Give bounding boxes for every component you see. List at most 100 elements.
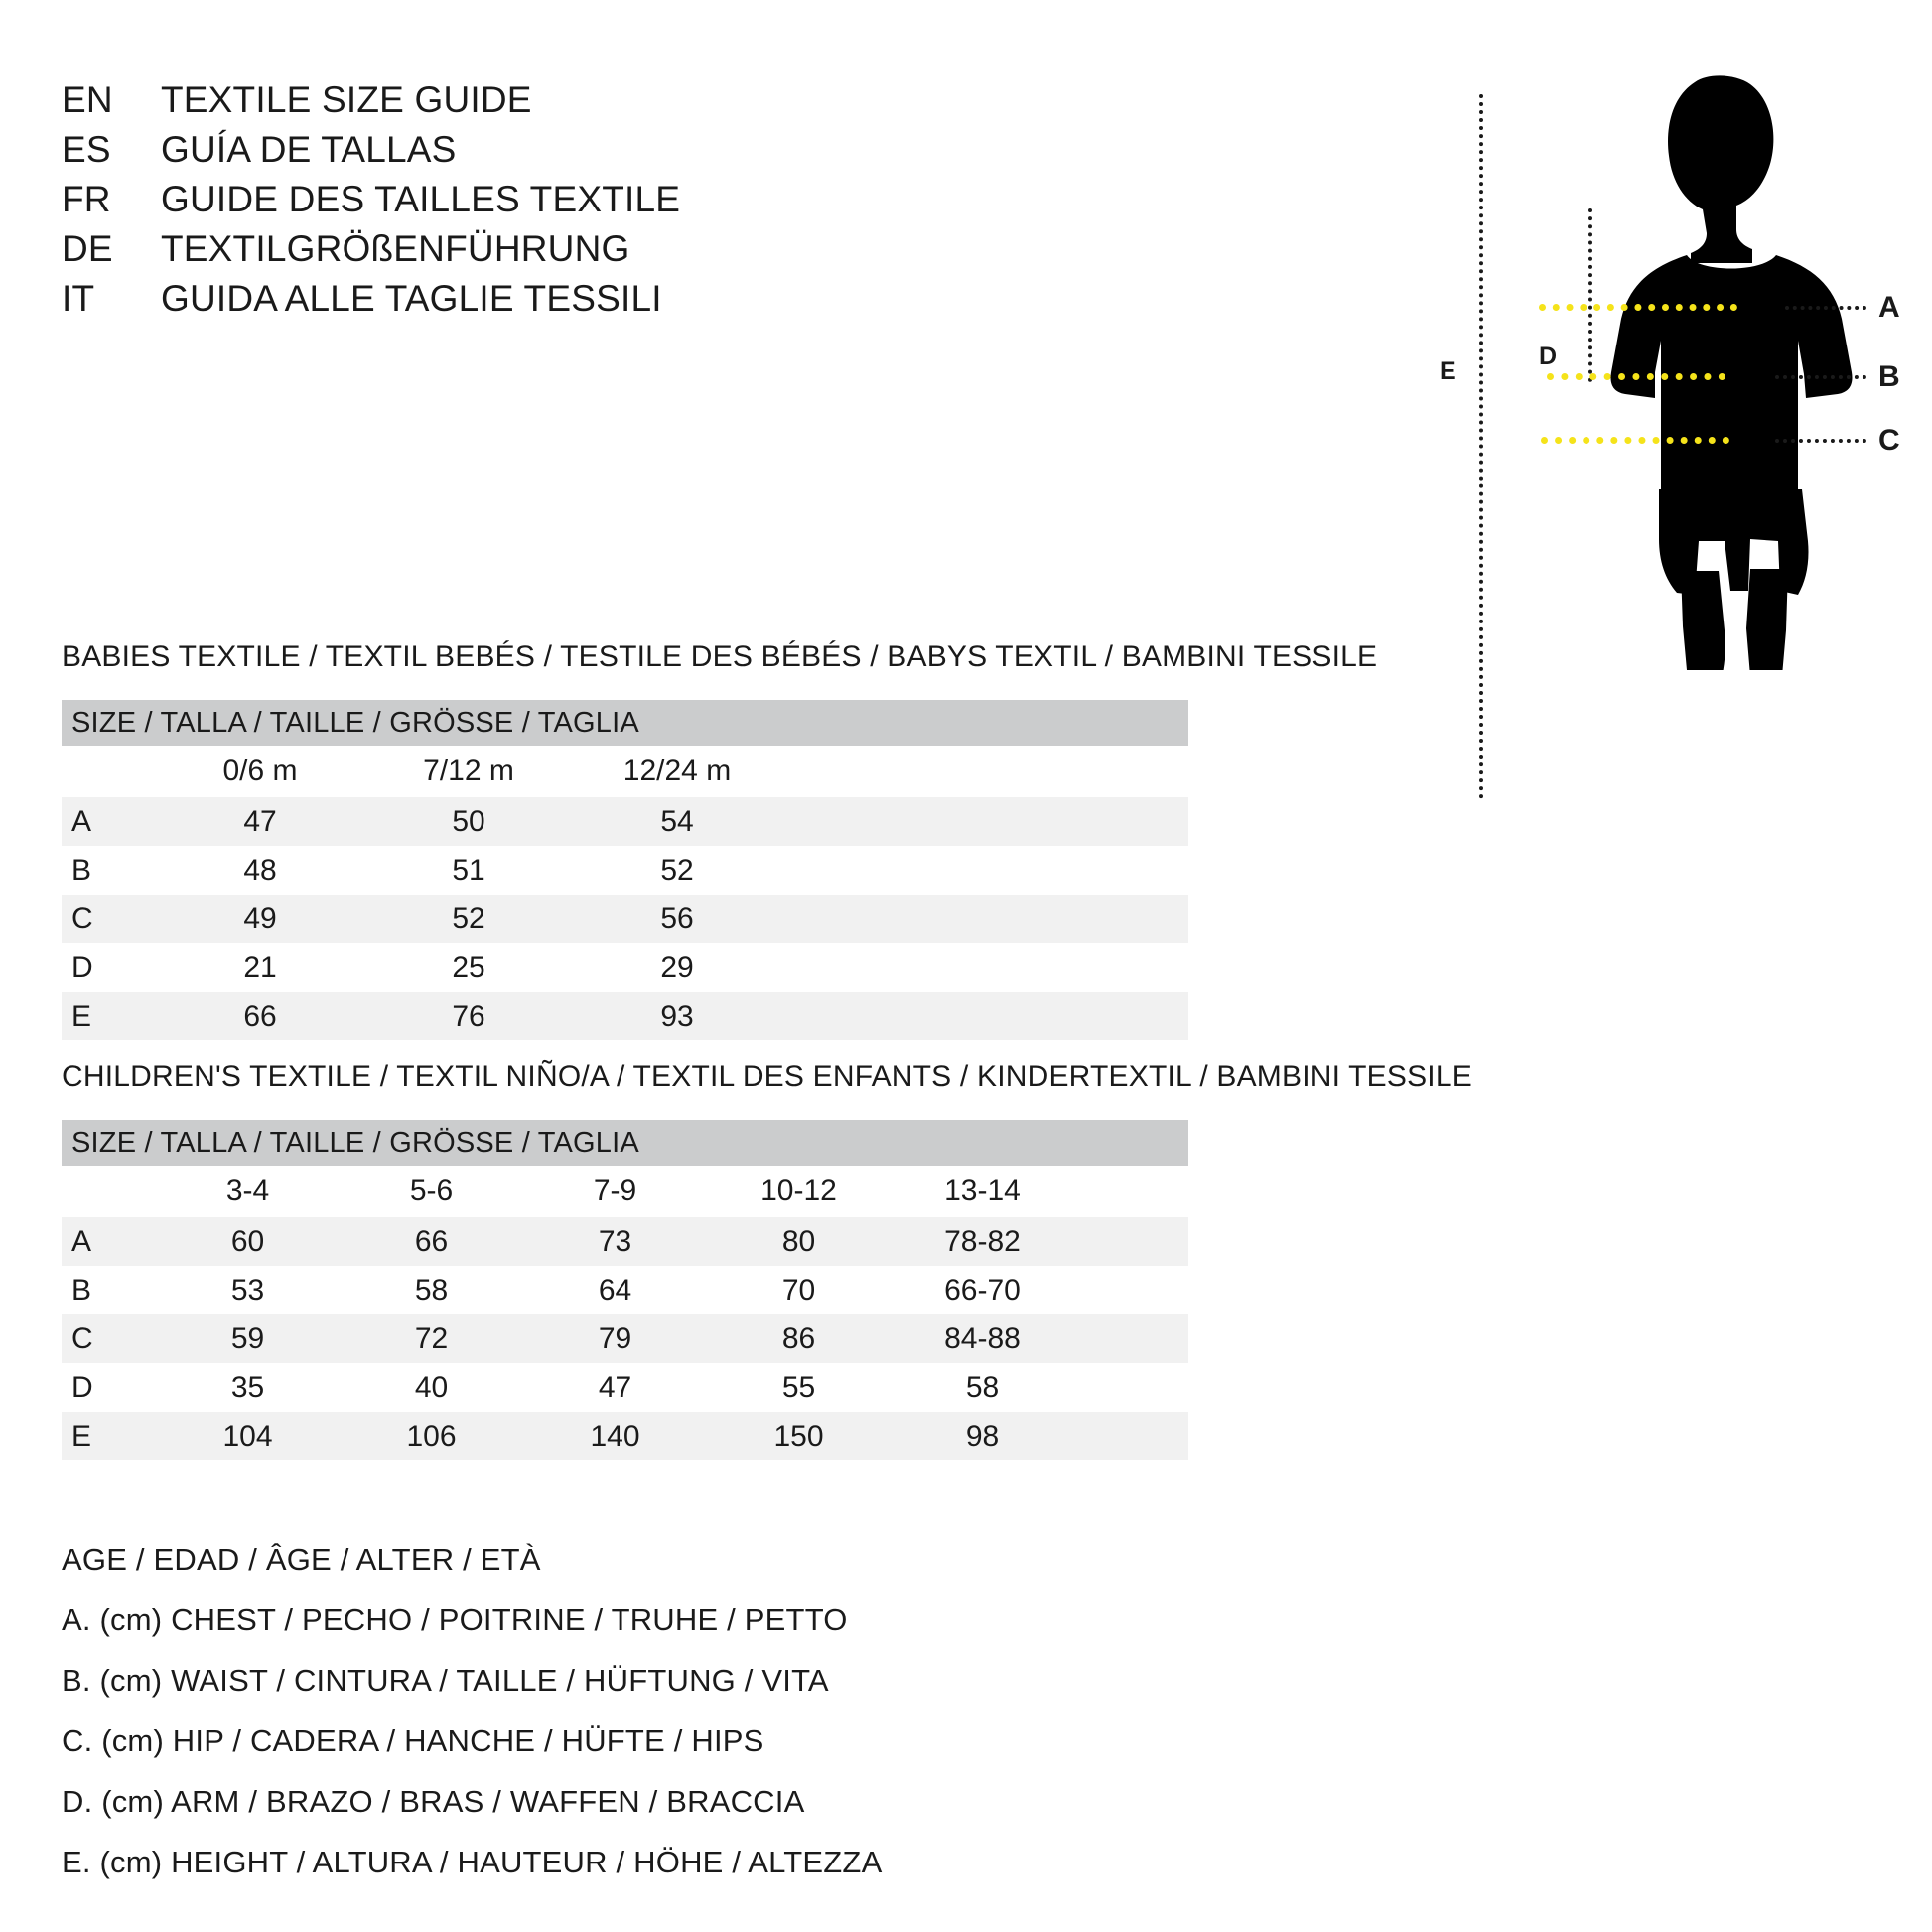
table-row: D 35 40 47 55 58 (62, 1363, 1188, 1412)
table-filler-cell (1074, 1217, 1188, 1266)
height-dotted-line-e (1479, 94, 1483, 799)
language-code: FR (62, 179, 111, 219)
row-label: A (62, 797, 156, 846)
table-cell: 80 (707, 1217, 891, 1266)
table-row: C 49 52 56 (62, 895, 1188, 943)
table-filler-cell (1074, 1412, 1188, 1460)
table-cell: 50 (364, 797, 573, 846)
row-label: E (62, 992, 156, 1040)
arm-dotted-line-d (1588, 208, 1592, 382)
legend-line: A. (cm) CHEST / PECHO / POITRINE / TRUHE… (62, 1602, 848, 1637)
table-cell: 54 (573, 797, 781, 846)
language-code: EN (62, 79, 113, 120)
table-cell: 35 (156, 1363, 340, 1412)
table-row: C 59 72 79 86 84-88 (62, 1314, 1188, 1363)
table-filler-cell (1074, 1363, 1188, 1412)
table-cell: 60 (156, 1217, 340, 1266)
hip-measure-line (1541, 437, 1729, 444)
row-label: D (62, 1363, 156, 1412)
measure-label-a: A (1878, 291, 1900, 324)
table-cell: 59 (156, 1314, 340, 1363)
babies-size-table: SIZE / TALLA / TAILLE / GRÖSSE / TAGLIA 0… (62, 700, 1188, 1040)
table-row: A 47 50 54 (62, 797, 1188, 846)
column-header: 5-6 (340, 1166, 523, 1217)
table-row: E 66 76 93 (62, 992, 1188, 1040)
row-label: A (62, 1217, 156, 1266)
guide-title-text: GUÍA DE TALLAS (161, 129, 457, 170)
row-label: C (62, 895, 156, 943)
waist-measure-line (1547, 373, 1725, 380)
hip-leader-line (1775, 439, 1866, 443)
table-cell: 72 (340, 1314, 523, 1363)
table-cell: 98 (891, 1412, 1074, 1460)
table-row: B 48 51 52 (62, 846, 1188, 895)
legend-line: E. (cm) HEIGHT / ALTURA / HAUTEUR / HÖHE… (62, 1845, 883, 1879)
table-column-header-row: 3-4 5-6 7-9 10-12 13-14 (62, 1166, 1188, 1217)
title-row-fr: FR GUIDE DES TAILLES TEXTILE (62, 179, 955, 228)
table-filler-cell (781, 746, 1188, 797)
measure-label-c: C (1878, 424, 1900, 457)
table-cell: 140 (523, 1412, 707, 1460)
column-header: 7/12 m (364, 746, 573, 797)
table-cell: 47 (156, 797, 364, 846)
row-label-corner (62, 1166, 156, 1217)
legend-line: AGE / EDAD / ÂGE / ALTER / ETÀ (62, 1542, 541, 1577)
guide-title-text: GUIDA ALLE TAGLIE TESSILI (161, 278, 662, 319)
table-filler-cell (781, 846, 1188, 895)
guide-title-text: TEXTILE SIZE GUIDE (161, 79, 532, 120)
children-size-table: SIZE / TALLA / TAILLE / GRÖSSE / TAGLIA 3… (62, 1120, 1188, 1460)
title-row-de: DE TEXTILGRÖßENFÜHRUNG (62, 228, 955, 278)
table-cell: 93 (573, 992, 781, 1040)
title-row-en: EN TEXTILE SIZE GUIDE (62, 79, 955, 129)
table-group-header: SIZE / TALLA / TAILLE / GRÖSSE / TAGLIA (62, 700, 1188, 746)
row-label: B (62, 846, 156, 895)
table-row: E 104 106 140 150 98 (62, 1412, 1188, 1460)
table-cell: 66 (340, 1217, 523, 1266)
row-label: D (62, 943, 156, 992)
table-cell: 49 (156, 895, 364, 943)
figure-label-e: E (1440, 357, 1456, 385)
table-cell: 86 (707, 1314, 891, 1363)
table-cell: 48 (156, 846, 364, 895)
table-cell: 58 (340, 1266, 523, 1314)
table-filler-cell (781, 992, 1188, 1040)
legend-line: C. (cm) HIP / CADERA / HANCHE / HÜFTE / … (62, 1724, 764, 1758)
waist-leader-line (1775, 375, 1866, 379)
table-filler-cell (1074, 1166, 1188, 1217)
table-row: B 53 58 64 70 66-70 (62, 1266, 1188, 1314)
table-cell: 52 (573, 846, 781, 895)
column-header: 3-4 (156, 1166, 340, 1217)
table-cell: 40 (340, 1363, 523, 1412)
table-cell: 79 (523, 1314, 707, 1363)
table-cell: 58 (891, 1363, 1074, 1412)
legend-line: B. (cm) WAIST / CINTURA / TAILLE / HÜFTU… (62, 1663, 829, 1698)
title-row-it: IT GUIDA ALLE TAGLIE TESSILI (62, 278, 955, 328)
legend-line: D. (cm) ARM / BRAZO / BRAS / WAFFEN / BR… (62, 1784, 805, 1819)
table-cell: 53 (156, 1266, 340, 1314)
chest-leader-line (1785, 306, 1866, 310)
children-section-caption: CHILDREN'S TEXTILE / TEXTIL NIÑO/A / TEX… (62, 1060, 1472, 1093)
table-column-header-row: 0/6 m 7/12 m 12/24 m (62, 746, 1188, 797)
row-label: B (62, 1266, 156, 1314)
table-group-header-row: SIZE / TALLA / TAILLE / GRÖSSE / TAGLIA (62, 1120, 1188, 1166)
table-filler-cell (1074, 1266, 1188, 1314)
child-silhouette-icon (1610, 75, 1853, 670)
table-cell: 66 (156, 992, 364, 1040)
guide-title-text: GUIDE DES TAILLES TEXTILE (161, 179, 681, 219)
language-code: DE (62, 228, 113, 269)
table-cell: 47 (523, 1363, 707, 1412)
table-cell: 55 (707, 1363, 891, 1412)
table-cell: 106 (340, 1412, 523, 1460)
table-cell: 104 (156, 1412, 340, 1460)
table-cell: 70 (707, 1266, 891, 1314)
table-cell: 52 (364, 895, 573, 943)
table-filler-cell (781, 943, 1188, 992)
measurement-legend: AGE / EDAD / ÂGE / ALTER / ETÀ A. (cm) CH… (62, 1529, 1253, 1892)
table-cell: 21 (156, 943, 364, 992)
table-cell: 150 (707, 1412, 891, 1460)
table-cell: 51 (364, 846, 573, 895)
row-label-corner (62, 746, 156, 797)
table-cell: 25 (364, 943, 573, 992)
column-header: 7-9 (523, 1166, 707, 1217)
guide-title-text: TEXTILGRÖßENFÜHRUNG (161, 228, 630, 269)
